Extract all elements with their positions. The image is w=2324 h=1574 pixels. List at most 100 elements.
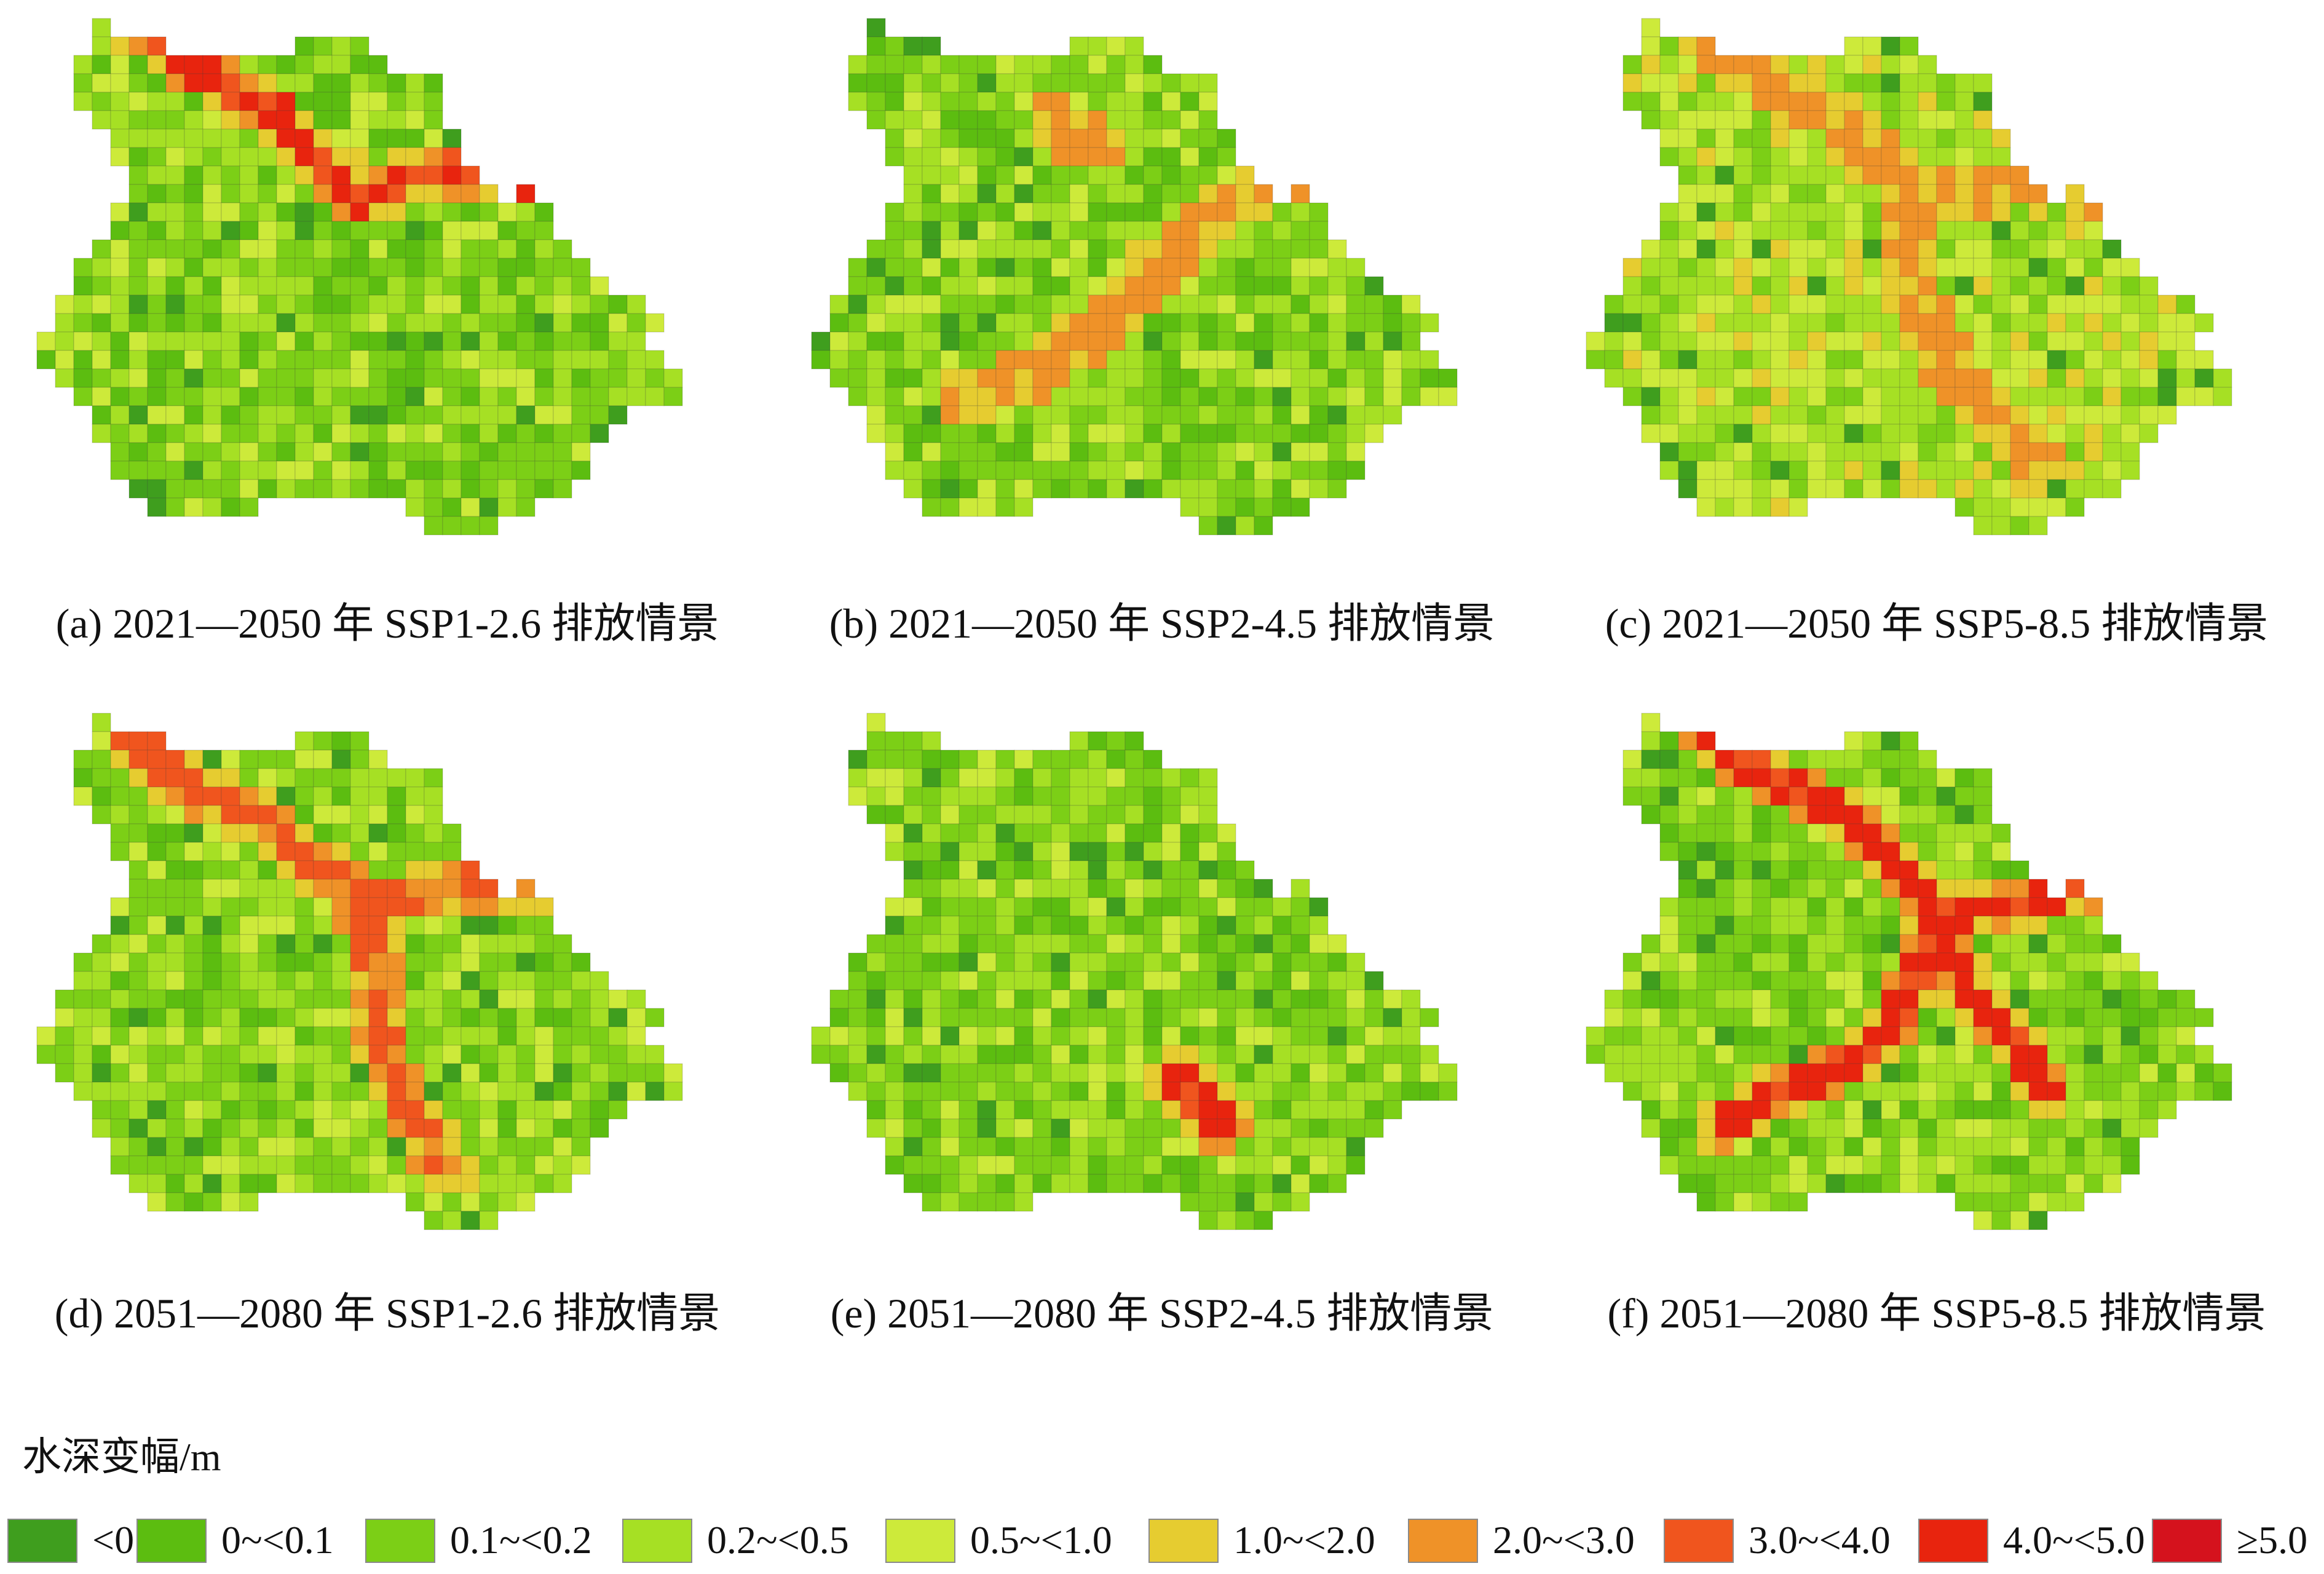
grid-cell <box>1272 1118 1292 1138</box>
grid-cell <box>958 1137 978 1157</box>
grid-cell <box>1991 184 2011 204</box>
grid-cell <box>1881 823 1900 843</box>
grid-cell <box>497 1174 517 1193</box>
grid-cell <box>1124 350 1144 370</box>
grid-cell <box>165 295 185 314</box>
grid-cell <box>294 749 314 769</box>
grid-cell <box>995 147 1015 167</box>
grid-cell <box>1180 73 1200 93</box>
grid-cell <box>1659 1008 1679 1027</box>
grid-cell <box>1770 110 1790 130</box>
grid-cell <box>1715 461 1734 480</box>
grid-cell <box>1733 497 1753 517</box>
grid-cell <box>1733 424 1753 443</box>
grid-cell <box>2010 331 2030 351</box>
grid-cell <box>1235 479 1255 499</box>
grid-cell <box>1604 1063 1624 1083</box>
grid-cell <box>1327 405 1347 425</box>
grid-cell <box>1991 952 2011 972</box>
grid-cell <box>2047 1045 2066 1064</box>
grid-cell <box>1161 971 1181 991</box>
grid-cell <box>1659 805 1679 825</box>
grid-cell <box>1899 387 1919 406</box>
grid-cell <box>1051 897 1070 917</box>
grid-cell <box>1106 368 1126 388</box>
grid-cell <box>829 350 849 370</box>
grid-cell <box>350 110 370 130</box>
grid-cell <box>1881 897 1900 917</box>
grid-cell <box>590 276 609 296</box>
grid-cell <box>1309 1174 1329 1193</box>
grid-cell <box>405 258 425 277</box>
grid-cell <box>368 1063 388 1083</box>
grid-cell <box>258 1100 277 1120</box>
grid-cell <box>977 184 997 204</box>
grid-cell <box>479 368 499 388</box>
grid-cell <box>903 879 923 898</box>
grid-cell <box>1752 1174 1771 1193</box>
grid-cell <box>958 1008 978 1027</box>
grid-cell <box>1918 276 1937 296</box>
grid-cell <box>1825 860 1845 880</box>
grid-cell <box>1659 916 1679 935</box>
grid-cell <box>1383 331 1402 351</box>
grid-cell <box>258 934 277 954</box>
grid-cell <box>922 497 941 517</box>
grid-cell <box>922 842 941 861</box>
grid-cell <box>110 823 130 843</box>
grid-cell <box>1715 934 1734 954</box>
grid-cell <box>958 952 978 972</box>
grid-cell <box>165 92 185 111</box>
grid-cell <box>276 331 296 351</box>
grid-cell <box>1752 860 1771 880</box>
grid-cell <box>940 1008 960 1027</box>
grid-cell <box>92 110 111 130</box>
grid-cell <box>1991 1026 2011 1046</box>
grid-cell <box>1807 768 1827 788</box>
grid-cell <box>239 55 259 74</box>
grid-cell <box>294 971 314 991</box>
grid-cell <box>977 110 997 130</box>
grid-cell <box>1696 313 1716 333</box>
grid-cell <box>2084 897 2103 917</box>
grid-cell <box>1161 313 1181 333</box>
grid-cell <box>1124 1008 1144 1027</box>
grid-cell <box>1254 479 1273 499</box>
grid-cell <box>1124 73 1144 93</box>
grid-cell <box>1180 313 1200 333</box>
grid-cell <box>1254 1211 1273 1230</box>
grid-cell <box>442 221 462 240</box>
grid-cell <box>221 202 240 222</box>
grid-cell <box>2084 368 2103 388</box>
grid-cell <box>1733 860 1753 880</box>
grid-cell <box>1991 331 2011 351</box>
grid-cell <box>424 1192 443 1212</box>
grid-cell <box>1254 221 1273 240</box>
grid-cell <box>1973 387 1993 406</box>
grid-cell <box>368 897 388 917</box>
grid-cell <box>1622 92 1642 111</box>
grid-cell <box>1715 842 1734 861</box>
grid-cell <box>1696 971 1716 991</box>
grid-cell <box>387 110 406 130</box>
grid-cell <box>1622 368 1642 388</box>
grid-cell <box>1161 295 1181 314</box>
grid-cell <box>995 786 1015 806</box>
grid-cell <box>1088 405 1107 425</box>
grid-cell <box>2010 497 2030 517</box>
grid-cell <box>590 387 609 406</box>
grid-cell <box>1180 368 1200 388</box>
grid-cell <box>1161 768 1181 788</box>
grid-cell <box>424 1174 443 1193</box>
grid-cell <box>1364 1026 1384 1046</box>
grid-cell <box>1198 110 1218 130</box>
grid-cell <box>442 989 462 1009</box>
grid-cell <box>276 92 296 111</box>
grid-cell <box>1622 1045 1642 1064</box>
grid-cell <box>1106 1045 1126 1064</box>
grid-cell <box>2010 295 2030 314</box>
grid-cell <box>92 350 111 370</box>
grid-cell <box>1788 934 1808 954</box>
grid-cell <box>2102 952 2122 972</box>
grid-cell <box>1069 1082 1089 1101</box>
